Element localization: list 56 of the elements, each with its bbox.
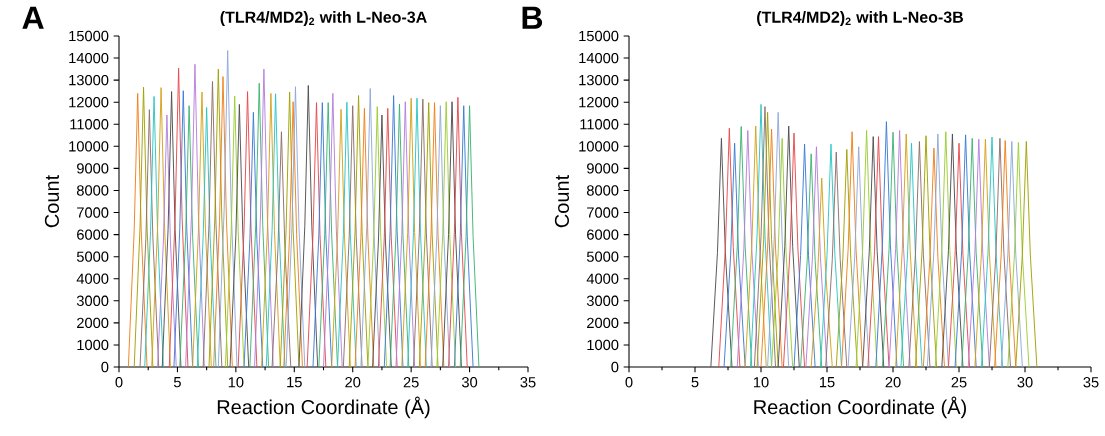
y-tick-label: 10000	[69, 141, 109, 152]
y-tick-label: 15000	[69, 30, 109, 42]
x-tick-label: 20	[345, 377, 361, 388]
x-tick-label: 15	[819, 377, 835, 388]
x-tick-label: 25	[403, 377, 419, 388]
x-tick-label: 10	[228, 377, 244, 388]
y-tick-label: 13000	[69, 74, 109, 86]
y-tick-label: 6000	[77, 229, 109, 240]
text: A	[22, 6, 44, 29]
y-axis-title: Count	[44, 174, 60, 228]
y-tick-label: 14000	[579, 52, 619, 64]
y-tick-label: 7000	[587, 207, 619, 218]
x-tick-label: 0	[625, 377, 633, 388]
y-tick-label: 1000	[587, 339, 619, 351]
x-tick-label: 10	[753, 377, 769, 388]
x-tick-label: 20	[885, 377, 901, 388]
y-tick-label: 4000	[76, 273, 109, 284]
y-tick-label: 12000	[579, 97, 619, 108]
y-tick-label: 5000	[76, 251, 109, 262]
y-tick-label: 11000	[70, 119, 109, 130]
y-tick-label: 4000	[586, 273, 619, 284]
y-tick-label: 14000	[69, 52, 109, 64]
x-tick-label: 35	[520, 377, 536, 388]
x-tick-label: 30	[461, 377, 478, 388]
y-tick-label: 7000	[77, 207, 109, 218]
x-tick-label: 15	[287, 377, 302, 388]
y-tick-label: 11000	[580, 119, 619, 130]
x-axis-title: Reaction Coordinate (Å)	[754, 396, 966, 419]
y-tick-label: 8000	[76, 185, 109, 196]
y-tick-label: 13000	[579, 74, 619, 86]
y-tick-label: 8000	[586, 185, 619, 196]
x-axis-title: Reaction Coordinate (Å)	[217, 396, 430, 419]
y-tick-label: 5000	[586, 251, 619, 262]
y-tick-label: 2000	[587, 317, 619, 329]
x-tick-label: 5	[173, 377, 181, 388]
y-tick-label: 9000	[587, 163, 619, 174]
chart-title: (TLR4/MD2)$_{2}$ with L-Neo-3A	[220, 11, 427, 26]
y-tick-label: 0	[611, 361, 619, 373]
x-tick-label: 30	[1017, 377, 1033, 388]
y-tick-label: 3000	[76, 295, 109, 306]
y-tick-label: 1000	[77, 339, 109, 351]
x-tick-label: 5	[691, 377, 699, 388]
x-tick-label: 25	[951, 377, 967, 388]
y-tick-label: 12000	[69, 97, 109, 108]
x-tick-label: 0	[115, 377, 123, 388]
x-tick-label: 35	[1083, 377, 1099, 388]
y-tick-label: 2000	[77, 317, 109, 329]
y-tick-label: 9000	[77, 163, 109, 174]
y-axis-title: Count	[554, 174, 570, 228]
text: B	[522, 6, 543, 29]
y-tick-label: 6000	[587, 229, 619, 240]
chart-title: (TLR4/MD2)$_{2}$ with L-Neo-3B	[757, 11, 964, 26]
y-tick-label: 10000	[579, 141, 619, 152]
y-tick-label: 0	[101, 361, 109, 373]
y-tick-label: 15000	[579, 30, 619, 42]
y-tick-label: 3000	[586, 295, 619, 306]
